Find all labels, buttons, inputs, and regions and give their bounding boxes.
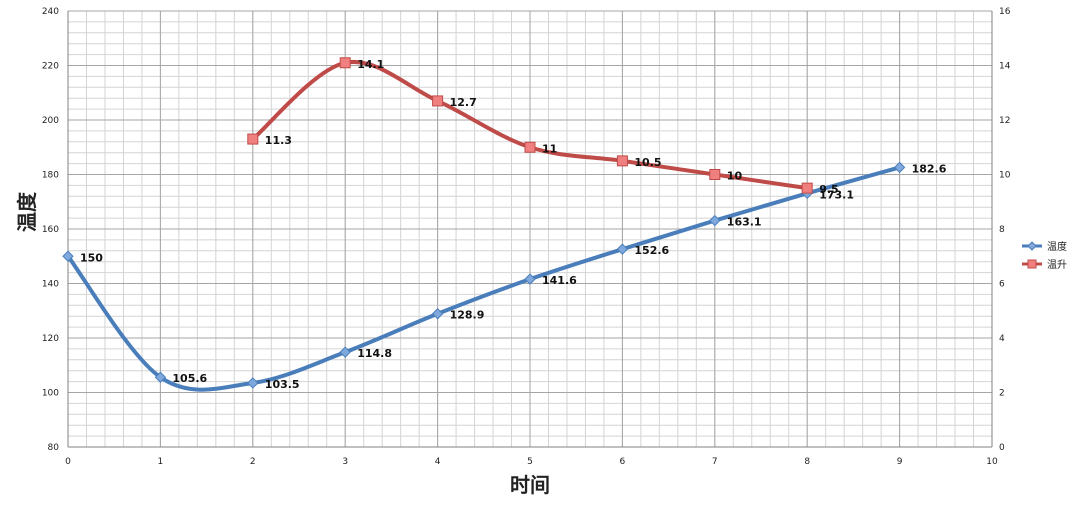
- x-tick-label: 10: [986, 457, 998, 467]
- y2-tick-label: 12: [999, 116, 1010, 126]
- data-label-temp-rise: 9.5: [819, 183, 839, 196]
- x-tick-label: 4: [435, 457, 441, 467]
- data-point-temperature: [616, 243, 629, 255]
- data-point-temp-rise: [616, 155, 628, 167]
- data-point-temp-rise: [801, 182, 813, 194]
- series-line-temperature: [66, 165, 902, 392]
- data-point-temperature: [247, 377, 259, 389]
- data-point-temperature: [431, 308, 444, 320]
- x-tick-label: 5: [527, 457, 533, 467]
- data-label-temp-rise: 11: [542, 142, 557, 155]
- data-label-temperature: 141.6: [542, 274, 577, 287]
- legend-label: 温升: [1047, 259, 1067, 271]
- y2-tick-label: 6: [999, 280, 1005, 290]
- data-label-temp-rise: 11.3: [265, 134, 292, 147]
- x-tick-label: 2: [250, 457, 256, 467]
- data-label-temperature: 114.8: [357, 347, 392, 360]
- y-tick-label: 180: [42, 171, 59, 181]
- data-point-temperature: [339, 346, 351, 358]
- data-label-temperature: 128.9: [450, 309, 485, 322]
- y-tick-label: 200: [42, 116, 59, 126]
- y-tick-label: 240: [42, 7, 59, 17]
- legend-item-temp-rise: 温升: [1022, 259, 1067, 271]
- data-label-temperature: 103.5: [265, 378, 300, 391]
- y2-tick-label: 16: [999, 7, 1011, 17]
- y2-tick-label: 8: [999, 225, 1005, 235]
- data-point-temp-rise: [339, 57, 351, 69]
- grid: [67, 10, 993, 448]
- data-point-temperature: [154, 371, 167, 383]
- legend: 温度 温升: [1022, 240, 1067, 271]
- x-tick-label: 9: [897, 457, 903, 467]
- series: [62, 57, 906, 392]
- y2-tick-label: 0: [999, 443, 1005, 453]
- y-tick-label: 100: [42, 389, 59, 399]
- data-point-temperature: [524, 273, 536, 285]
- data-point-temperature: [893, 161, 906, 174]
- x-tick-label: 8: [804, 457, 810, 467]
- data-label-temperature: 105.6: [172, 372, 207, 385]
- y2-tick-label: 10: [999, 171, 1011, 181]
- legend-label: 温度: [1047, 240, 1067, 253]
- data-label-temp-rise: 10: [727, 170, 743, 183]
- data-label-temp-rise: 10.5: [634, 156, 661, 169]
- axes: 0 1 2 3 4 5 6 7 8 9 108010012014016018020022024002…: [42, 7, 1011, 467]
- x-tick-label: 7: [712, 457, 718, 467]
- data-label-temperature: 163.1: [727, 216, 762, 229]
- data-label-temperature: 173.1: [819, 188, 854, 201]
- y-axis-title: 温度: [15, 191, 39, 232]
- data-point-temperature: [709, 214, 721, 227]
- x-axis-title: 时间: [510, 473, 550, 497]
- data-label-temp-rise: 12.7: [450, 96, 477, 109]
- data-point-temp-rise: [432, 95, 444, 107]
- x-tick-label: 0: [65, 457, 71, 467]
- y-tick-label: 120: [42, 334, 59, 344]
- data-label-temperature: 152.6: [634, 244, 669, 257]
- data-point-temp-rise: [524, 141, 536, 153]
- data-point-temp-rise: [709, 169, 721, 180]
- y-tick-label: 220: [42, 62, 59, 72]
- y-tick-label: 80: [48, 443, 60, 453]
- y-tick-label: 140: [42, 280, 59, 290]
- data-labels: 150 105.6 103.5 114.8 128.9 141.6 152.6 163.1 17…: [80, 58, 947, 391]
- y2-tick-label: 14: [999, 62, 1011, 72]
- data-point-temperature: [62, 250, 74, 262]
- x-tick-label: 3: [342, 457, 348, 467]
- x-tick-label: 6: [620, 457, 626, 467]
- y-tick-label: 160: [42, 225, 59, 235]
- y2-tick-label: 4: [999, 334, 1005, 344]
- data-label-temp-rise: 14.1: [357, 58, 384, 71]
- legend-item-temperature: 温度: [1022, 240, 1067, 253]
- data-label-temperature: 150: [80, 251, 103, 264]
- x-tick-label: 1: [158, 457, 164, 467]
- data-point-temp-rise: [247, 133, 259, 145]
- y2-tick-label: 2: [999, 389, 1005, 399]
- data-label-temperature: 182.6: [912, 162, 947, 175]
